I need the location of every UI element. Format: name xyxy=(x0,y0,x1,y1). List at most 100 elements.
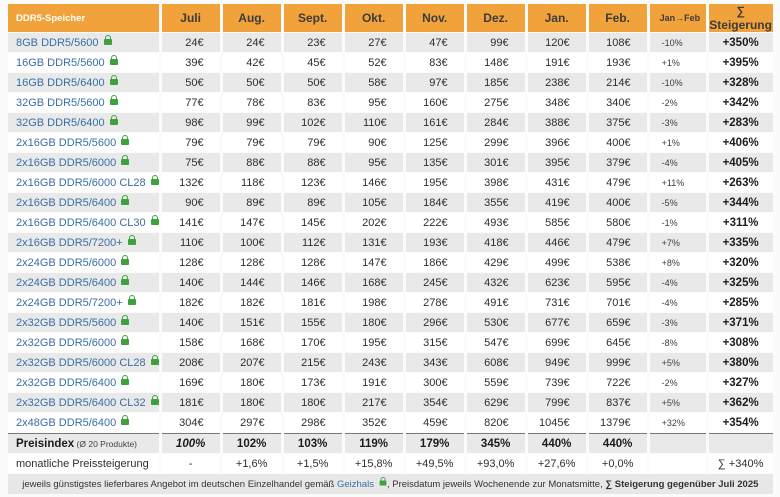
price-cell: 629€ xyxy=(466,393,525,412)
price-cell: 198€ xyxy=(344,293,403,312)
product-link[interactable]: 8GB DDR5/5600 xyxy=(16,36,99,49)
price-cell: 722€ xyxy=(588,373,647,392)
price-cell: 301€ xyxy=(466,153,525,172)
price-cell: 140€ xyxy=(161,273,220,292)
index-cell: 440% xyxy=(527,433,586,453)
change-cell: -10% xyxy=(649,33,706,52)
price-cell: 151€ xyxy=(222,313,281,332)
col-header-sept: Sept. xyxy=(283,4,342,32)
price-cell: 395€ xyxy=(527,153,586,172)
price-cell: 168€ xyxy=(344,273,403,292)
product-cell: 2x32GB DDR5/6400 CL32 xyxy=(8,393,159,412)
total-cell: +395% xyxy=(708,53,773,72)
price-cell: 118€ xyxy=(222,173,281,192)
monthly-cell: - xyxy=(161,454,220,473)
price-cell: 297€ xyxy=(222,413,281,432)
product-link[interactable]: 2x24GB DDR5/7200+ xyxy=(16,296,123,309)
total-cell: +362% xyxy=(708,393,773,412)
product-link[interactable]: 2x16GB DDR5/7200+ xyxy=(16,236,123,249)
change-cell: -8% xyxy=(649,333,706,352)
table-row: 2x32GB DDR5/6400 CL32 181€ 180€ 180€ 217€ 354… xyxy=(8,393,773,412)
price-cell: 79€ xyxy=(283,133,342,152)
lock-icon xyxy=(150,174,159,185)
price-cell: 446€ xyxy=(527,233,586,252)
price-cell: 100€ xyxy=(222,233,281,252)
price-cell: 193€ xyxy=(588,53,647,72)
price-cell: 147€ xyxy=(344,253,403,272)
geizhals-link[interactable]: Geizhals xyxy=(336,478,374,490)
total-cell: +406% xyxy=(708,133,773,152)
price-cell: 23€ xyxy=(283,33,342,52)
product-link[interactable]: 2x32GB DDR5/6000 CL28 xyxy=(16,356,146,369)
total-cell: +371% xyxy=(708,313,773,332)
price-cell: 161€ xyxy=(405,113,464,132)
price-cell: 185€ xyxy=(466,73,525,92)
preisindex-row: Preisindex (Ø 20 Produkte) 100% 102% 103… xyxy=(8,433,773,453)
product-link[interactable]: 2x32GB DDR5/5600 xyxy=(16,316,117,329)
price-cell: 379€ xyxy=(588,153,647,172)
price-cell: 432€ xyxy=(466,273,525,292)
product-link[interactable]: 2x32GB DDR5/6400 xyxy=(16,376,117,389)
price-cell: 491€ xyxy=(466,293,525,312)
price-cell: 731€ xyxy=(527,293,586,312)
price-cell: 400€ xyxy=(588,193,647,212)
index-cell: 440% xyxy=(588,433,647,453)
lock-icon xyxy=(127,234,136,245)
price-cell: 623€ xyxy=(527,273,586,292)
product-link[interactable]: 2x16GB DDR5/6400 xyxy=(16,196,117,209)
col-header-aug: Aug. xyxy=(222,4,281,32)
table-row: 8GB DDR5/5600 24€ 24€ 23€ 27€ 47€ 99€ 120€ 108€ -… xyxy=(8,33,773,52)
price-cell: 191€ xyxy=(344,373,403,392)
product-link[interactable]: 2x16GB DDR5/6000 CL28 xyxy=(16,176,146,189)
price-cell: 659€ xyxy=(588,313,647,332)
footnote-row: jeweils günstigstes lieferbares Angebot … xyxy=(8,474,773,494)
change-cell: +8% xyxy=(649,253,706,272)
product-link[interactable]: 2x16GB DDR5/6400 CL30 xyxy=(16,216,146,229)
monthly-increase-label: monatliche Preissteigerung xyxy=(8,454,159,473)
product-link[interactable]: 2x16GB DDR5/5600 xyxy=(16,136,117,149)
table-row: 2x16GB DDR5/7200+ 110€ 100€ 112€ 131€ 193€ 418… xyxy=(8,233,773,252)
product-link[interactable]: 2x48GB DDR5/6400 xyxy=(16,416,117,429)
index-cell: 345% xyxy=(466,433,525,453)
price-cell: 95€ xyxy=(344,93,403,112)
price-cell: 348€ xyxy=(527,93,586,112)
price-cell: 479€ xyxy=(588,233,647,252)
change-cell: -4% xyxy=(649,273,706,292)
product-link[interactable]: 2x24GB DDR5/6000 xyxy=(16,256,117,269)
price-cell: 158€ xyxy=(161,333,220,352)
price-cell: 79€ xyxy=(222,133,281,152)
index-total-cell-empty xyxy=(708,433,773,453)
price-cell: 559€ xyxy=(466,373,525,392)
product-link[interactable]: 16GB DDR5/6400 xyxy=(16,76,105,89)
monthly-cell: +0,0% xyxy=(588,454,647,473)
col-header-juli: Juli xyxy=(161,4,220,32)
product-link[interactable]: 2x32GB DDR5/6000 xyxy=(16,336,117,349)
price-cell: 170€ xyxy=(283,333,342,352)
product-link[interactable]: 16GB DDR5/5600 xyxy=(16,56,105,69)
product-link[interactable]: 2x16GB DDR5/6000 xyxy=(16,156,117,169)
price-cell: 47€ xyxy=(405,33,464,52)
price-cell: 202€ xyxy=(344,213,403,232)
product-link[interactable]: 2x24GB DDR5/6400 xyxy=(16,276,117,289)
product-cell: 2x32GB DDR5/6000 xyxy=(8,333,159,352)
price-cell: 243€ xyxy=(344,353,403,372)
price-cell: 145€ xyxy=(283,213,342,232)
product-cell: 2x16GB DDR5/6400 CL30 xyxy=(8,213,159,232)
price-cell: 27€ xyxy=(344,33,403,52)
price-table: DDR5-Speicher Juli Aug. Sept. Okt. Nov. … xyxy=(5,3,776,495)
product-link[interactable]: 32GB DDR5/5600 xyxy=(16,96,105,109)
index-cell: 102% xyxy=(222,433,281,453)
lock-icon xyxy=(121,154,130,165)
lock-icon xyxy=(109,74,118,85)
price-cell: 95€ xyxy=(344,153,403,172)
preisindex-label: Preisindex (Ø 20 Produkte) xyxy=(8,433,159,453)
price-cell: 160€ xyxy=(405,93,464,112)
price-cell: 1045€ xyxy=(527,413,586,432)
product-link[interactable]: 2x32GB DDR5/6400 CL32 xyxy=(16,396,146,409)
product-link[interactable]: 32GB DDR5/6400 xyxy=(16,116,105,129)
product-cell: 2x32GB DDR5/6400 xyxy=(8,373,159,392)
price-cell: 191€ xyxy=(527,53,586,72)
change-cell: +5% xyxy=(649,393,706,412)
table-row: 2x32GB DDR5/6400 169€ 180€ 173€ 191€ 300€ 559€… xyxy=(8,373,773,392)
lock-icon xyxy=(109,54,118,65)
